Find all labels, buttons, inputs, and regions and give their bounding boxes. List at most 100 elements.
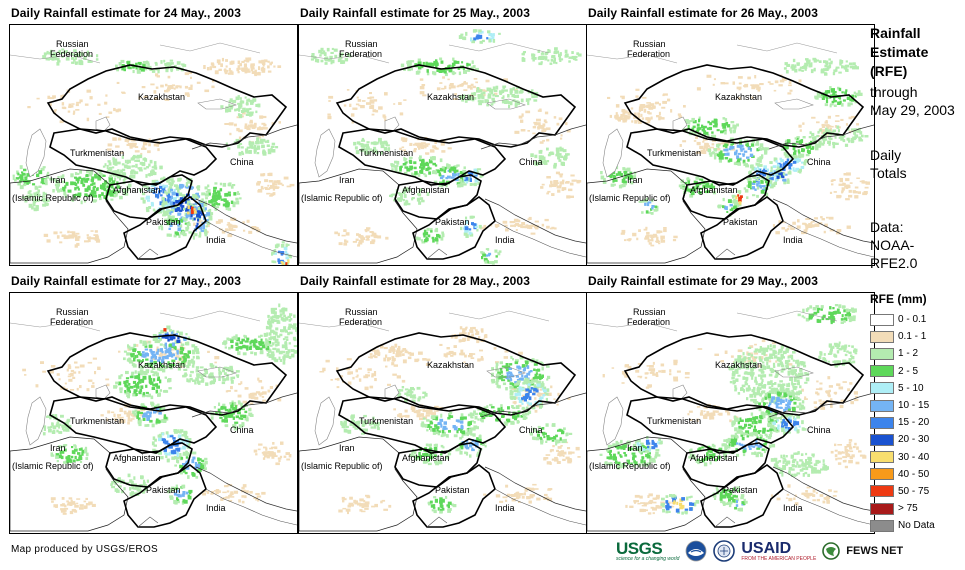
rain-pixel [206, 223, 210, 228]
rain-pixel [733, 126, 737, 130]
rain-pixel [813, 67, 816, 72]
rain-pixel [469, 233, 474, 237]
rain-pixel [407, 64, 411, 68]
rain-pixel [159, 348, 163, 352]
rain-pixel [176, 460, 180, 464]
rain-pixel [180, 355, 184, 359]
rain-pixel [444, 166, 447, 170]
rain-pixel [280, 244, 285, 248]
rain-pixel [56, 460, 59, 463]
rain-pixel [857, 90, 861, 95]
rain-pixel [252, 98, 256, 102]
rain-pixel [434, 170, 438, 175]
rain-pixel [58, 431, 63, 434]
rain-pixel [712, 120, 716, 123]
rain-pixel [127, 159, 131, 164]
rain-pixel [287, 259, 290, 264]
rain-pixel [460, 226, 463, 231]
rain-pixel [480, 100, 484, 104]
rain-pixel [720, 82, 725, 85]
rain-pixel [173, 439, 176, 443]
rain-pixel [287, 327, 291, 330]
rain-pixel [295, 328, 297, 332]
rain-pixel [148, 138, 151, 142]
rain-pixel [737, 152, 742, 155]
rain-pixel [809, 131, 812, 135]
rain-pixel [544, 56, 548, 59]
rain-pixel [143, 354, 147, 358]
rain-pixel [373, 234, 378, 239]
rain-pixel [87, 379, 93, 382]
rain-pixel [43, 425, 47, 429]
rain-pixel [184, 222, 189, 225]
rain-pixel [480, 174, 484, 178]
russia-border-line [10, 310, 261, 332]
country-label: Turkmenistan [359, 148, 413, 158]
rain-pixel [787, 225, 793, 228]
rain-pixel [134, 171, 139, 175]
rain-pixel [420, 167, 424, 171]
rain-pixel [718, 151, 723, 155]
rain-pixel [422, 94, 427, 97]
rain-pixel [205, 197, 208, 200]
rain-pixel [205, 219, 209, 222]
rain-pixel [787, 139, 791, 144]
rain-pixel [186, 178, 190, 181]
rain-pixel [492, 33, 495, 37]
iran-border [587, 168, 706, 264]
rain-pixel [242, 221, 245, 224]
rain-pixel [111, 180, 116, 185]
rain-pixel [545, 127, 551, 131]
rain-pixel [488, 87, 492, 92]
rain-pixel [779, 157, 783, 161]
rain-pixel [732, 196, 735, 199]
rain-pixel [123, 176, 127, 180]
rain-pixel [60, 188, 63, 192]
rain-pixel [792, 167, 795, 172]
rain-pixel [198, 211, 202, 215]
rain-pixel [37, 193, 41, 198]
rain-pixel [248, 395, 252, 399]
rain-pixel [756, 86, 761, 90]
rain-pixel [808, 136, 812, 139]
rain-pixel [646, 102, 651, 104]
rain-pixel [716, 129, 720, 132]
rain-pixel [615, 112, 618, 115]
rain-pixel [228, 410, 232, 414]
rain-pixel [173, 184, 178, 187]
rain-pixel [55, 184, 59, 188]
rain-pixel [623, 114, 628, 118]
rain-pixel [261, 341, 265, 345]
rain-pixel [742, 153, 745, 157]
rain-pixel [479, 40, 483, 44]
rain-pixel [255, 453, 258, 456]
rain-pixel [750, 84, 754, 86]
rain-pixel [129, 347, 132, 351]
caspian-sea [25, 396, 47, 446]
rain-pixel [169, 222, 173, 227]
rain-pixel [245, 108, 250, 112]
rain-pixel [250, 100, 255, 104]
rain-pixel [19, 179, 22, 183]
country-label: China [230, 157, 254, 167]
rain-pixel [419, 91, 425, 95]
rain-pixel [714, 122, 718, 125]
rain-pixel [687, 180, 690, 184]
rain-pixel [530, 232, 536, 235]
rain-pixel [181, 484, 186, 488]
rain-pixel [185, 354, 190, 357]
rain-pixel [830, 60, 833, 63]
rain-pixel [45, 199, 50, 202]
rain-pixel [171, 355, 174, 358]
rain-pixel [539, 161, 543, 165]
rain-pixel [153, 171, 157, 176]
rain-pixel [153, 143, 159, 147]
rain-pixel [145, 369, 150, 372]
rain-pixel [239, 341, 244, 345]
rain-pixel [239, 114, 242, 117]
rain-pixel [106, 418, 109, 422]
rain-pixel [171, 363, 176, 367]
rain-pixel [77, 192, 82, 196]
rain-pixel [641, 211, 644, 214]
rain-pixel [181, 63, 185, 66]
